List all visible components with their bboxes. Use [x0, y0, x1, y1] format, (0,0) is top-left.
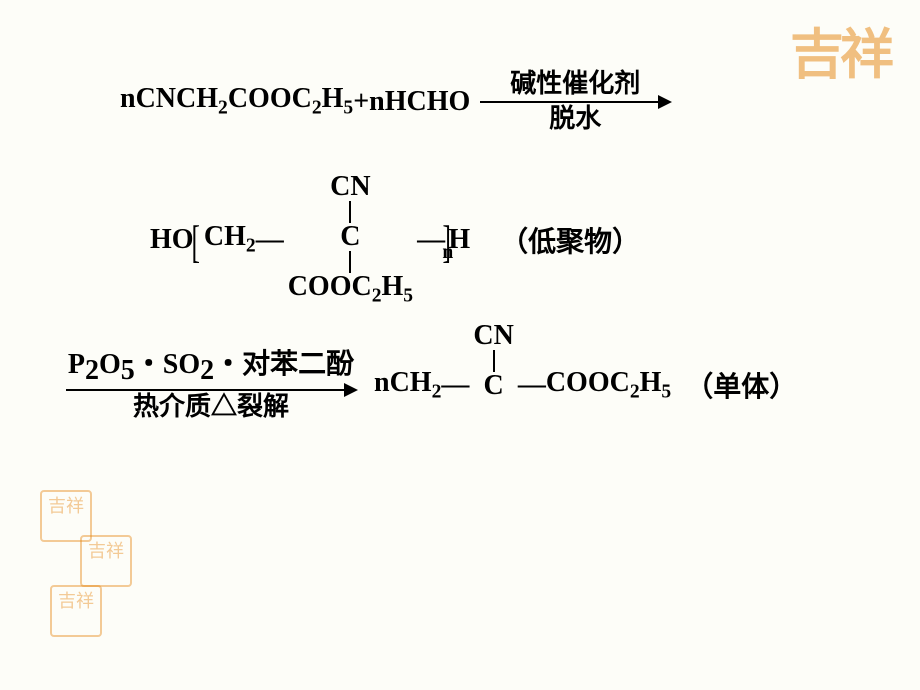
- reaction-arrow-2: P2O5・SO2・对苯二酚 热介质△裂解: [66, 350, 356, 422]
- bond-vertical: [349, 201, 351, 223]
- formula-part: ・对苯二酚: [214, 349, 354, 380]
- subscript-n: n: [442, 242, 453, 264]
- formula-part: H: [640, 367, 662, 398]
- bond-vertical: [349, 251, 351, 273]
- subscript: 5: [343, 98, 353, 119]
- oligomer-product: HO [ CH2 — CN C COOC2H5 — ] n H （低聚物）: [150, 173, 860, 306]
- formula-part: nCNCH: [120, 83, 218, 114]
- polymer-bracket-open: [: [191, 215, 199, 268]
- branch-top: CN: [473, 322, 513, 350]
- reaction-step-1: nCNCH2COOC2H5 + nHCHO 碱性催化剂 脱水: [120, 70, 860, 133]
- repeat-unit-left: CH2: [197, 221, 256, 258]
- formula-part: H: [322, 83, 344, 114]
- monomer-right: COOC2H5: [546, 367, 671, 404]
- watermark-stamp-2: 吉祥: [80, 535, 132, 587]
- subscript: 2: [630, 382, 640, 403]
- formula-part: H: [381, 271, 403, 302]
- arrow-condition-top: 碱性催化剂: [510, 70, 640, 99]
- bond-line: —: [518, 369, 546, 401]
- bond-line: —: [417, 224, 445, 256]
- reaction-scheme: nCNCH2COOC2H5 + nHCHO 碱性催化剂 脱水 HO [ CH2 …: [60, 70, 860, 434]
- plus-sign: +: [353, 86, 369, 118]
- reaction-arrow-1: 碱性催化剂 脱水: [480, 70, 670, 133]
- bond-line: —: [441, 369, 469, 401]
- bond-line: —: [256, 224, 284, 256]
- arrow-condition-bottom: 热介质△裂解: [133, 393, 289, 422]
- formula-part: COOC: [546, 367, 630, 398]
- formula-part: ・SO: [135, 349, 200, 380]
- reaction-step-2: P2O5・SO2・对苯二酚 热介质△裂解 nCH2 — CN C — COOC2…: [60, 346, 860, 424]
- subscript: 2: [200, 355, 214, 386]
- formula-part: CH: [204, 221, 246, 252]
- formula-part: COOC: [228, 83, 312, 114]
- subscript: 2: [85, 355, 99, 386]
- subscript: 5: [661, 382, 671, 403]
- arrow-line: [66, 389, 356, 391]
- formula-part: nCH: [374, 367, 432, 398]
- subscript: 5: [121, 355, 135, 386]
- watermark-stamp-1: 吉祥: [40, 490, 92, 542]
- formula-part: P: [68, 349, 85, 380]
- branch-center: C: [481, 372, 505, 400]
- formula-part: COOC: [288, 271, 372, 302]
- formula-part: O: [99, 349, 121, 380]
- oligomer-suffix: n H: [448, 224, 470, 256]
- branch-bottom: COOC2H5: [288, 273, 413, 306]
- subscript: 2: [432, 382, 442, 403]
- subscript: 2: [372, 286, 382, 307]
- branch-top: CN: [330, 173, 370, 201]
- arrow-condition-top: P2O5・SO2・对苯二酚: [68, 350, 354, 387]
- subscript: 2: [312, 98, 322, 119]
- monomer-label: （单体）: [685, 365, 797, 405]
- branch-center: C: [338, 223, 362, 251]
- arrow-condition-bottom: 脱水: [549, 105, 601, 134]
- monomer-branch: CN C: [473, 322, 513, 400]
- oligomer-prefix: HO: [150, 224, 194, 256]
- watermark-stamp-3: 吉祥: [50, 585, 102, 637]
- bond-vertical: [493, 350, 495, 372]
- arrow-line: [480, 101, 670, 103]
- reactant-1: nCNCH2COOC2H5: [120, 83, 353, 120]
- subscript: 2: [246, 236, 256, 257]
- oligomer-label: （低聚物）: [500, 220, 640, 260]
- subscript: 2: [218, 98, 228, 119]
- subscript: 5: [403, 286, 413, 307]
- carbon-branch: CN C COOC2H5: [288, 173, 413, 306]
- reactant-2: nHCHO: [369, 86, 470, 118]
- monomer-left: nCH2: [374, 367, 441, 404]
